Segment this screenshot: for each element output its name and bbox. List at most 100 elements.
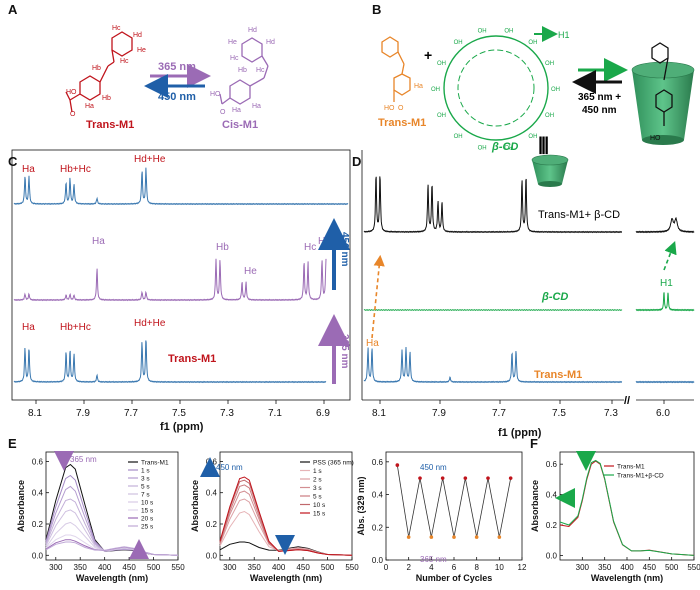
data-point — [463, 476, 468, 480]
panel-label-f: F — [530, 436, 538, 451]
cis-m1-label: Cis-M1 — [222, 119, 258, 131]
atom-label: Hd — [266, 39, 275, 46]
acid-label-b: HO — [384, 105, 395, 112]
series-line — [559, 459, 695, 556]
y-axis-label: Absorbance — [190, 480, 200, 532]
atom-label: Hb — [102, 95, 111, 102]
x-tick-label: 550 — [687, 563, 700, 572]
y-tick-label: 0.2 — [546, 521, 558, 530]
ha-label-d: Ha — [366, 338, 379, 349]
beta-cd-label: β-CD — [491, 141, 518, 153]
trans-m1-b-structure — [381, 36, 411, 102]
x-tick-label: 8 — [474, 563, 479, 572]
legend-entry: 1 s — [313, 468, 322, 475]
hydroxyl-label: OH — [454, 134, 463, 140]
hydroxyl-label: OH — [528, 40, 537, 46]
x-tick-label: 400 — [98, 563, 112, 572]
arrow-450-label: 450 nm — [339, 232, 350, 267]
peak-label: Hc — [304, 242, 316, 253]
series-line — [45, 474, 179, 556]
panel-d: D // Trans-M1+ β-CD β-CD Trans-M1 Ha H1 … — [352, 150, 695, 439]
hydroxyl-label: OH — [551, 87, 560, 93]
data-point — [497, 535, 502, 539]
legend-entry: 2 s — [313, 477, 322, 484]
peak-label: Ha — [22, 322, 35, 333]
x-tick-label: 6 — [452, 563, 457, 572]
data-point — [474, 535, 479, 539]
legend-entry: Trans-M1 — [141, 460, 169, 467]
x-tick-label: 4 — [429, 563, 434, 572]
peak-label: Ha — [92, 236, 105, 247]
y-tick-label: 0.0 — [546, 551, 558, 560]
y-tick-label: 0.2 — [372, 523, 384, 532]
legend-entry: 15 s — [141, 508, 154, 515]
y-tick-label: 0.6 — [546, 460, 558, 469]
peak-label: Hb+Hc — [60, 164, 91, 175]
trans-m1-b-label: Trans-M1 — [378, 117, 426, 129]
legend-entry: 15 s — [313, 511, 326, 518]
legend-entry: Trans-M1 — [617, 464, 645, 471]
e1-annotation: 365 nm — [70, 455, 97, 464]
legend-entry: 1 s — [141, 468, 150, 475]
trans-m1-c-label: Trans-M1 — [168, 353, 216, 365]
legend-entry: Trans-M1+β-CD — [617, 473, 664, 480]
peak-label: He — [244, 266, 257, 277]
x-axis-label: Number of Cycles — [416, 573, 493, 583]
atom-label: He — [228, 39, 237, 46]
peak-label: Hd — [318, 236, 331, 247]
panel-c: C Ha Hb+Hc Hd+He Ha Hb He Hc Hd Ha Hb+Hc… — [8, 149, 351, 433]
chart-f: 300 350 400 450 500 550 0.0 0.2 0.4 0.6 Wavelength… — [530, 451, 700, 583]
arrow-365-label: 365 nm — [339, 334, 350, 369]
x-tick-label: 0 — [384, 563, 389, 572]
y-tick-label: 0.6 — [372, 458, 384, 467]
legend-entry: 10 s — [141, 500, 154, 507]
hydroxyl-label: OH — [437, 61, 446, 67]
panel-d-xlabel: f1 (ppm) — [498, 427, 542, 439]
series-line — [45, 534, 179, 556]
panel-b: B Ha HO O Trans-M1 + OHOHOHOHOHOHOHOHOHO… — [372, 2, 695, 187]
peak-label: Ha — [22, 164, 35, 175]
x-tick-label: 350 — [598, 563, 612, 572]
data-point — [418, 476, 422, 480]
y-tick-label: 0.4 — [546, 491, 558, 500]
legend-entry: 20 s — [141, 516, 154, 523]
beta-cd-ring — [443, 35, 549, 141]
x-tick-label: 550 — [345, 563, 359, 572]
data-point — [452, 535, 456, 539]
h1-label-d: H1 — [660, 278, 673, 289]
peak-label: Hb — [216, 242, 229, 253]
series-line — [219, 476, 353, 556]
hydroxyl-groups: OH OH OH OH OH OH OH OH OH OH OH OH OH OH — [431, 29, 560, 152]
tick-label: 7.1 — [268, 408, 282, 419]
legend-entry: PSS (365 nm) — [313, 460, 354, 467]
atom-label: Ha — [85, 103, 94, 110]
data-point — [429, 535, 434, 539]
tick-label: 6.0 — [656, 408, 670, 419]
atom-label: Hc — [112, 25, 121, 32]
x-axis-label: Wavelength (nm) — [591, 573, 663, 583]
x-tick-label: 300 — [49, 563, 63, 572]
x-axis-label: Wavelength (nm) — [250, 573, 322, 583]
x-tick-label: 350 — [74, 563, 88, 572]
plot-frame — [385, 451, 523, 561]
series-line — [45, 541, 179, 556]
atom-label: Hd — [248, 27, 257, 34]
x-tick-label: 500 — [321, 563, 335, 572]
x-tick-label: 400 — [272, 563, 286, 572]
panel-label-b: B — [372, 2, 381, 17]
panel-c-xlabel: f1 (ppm) — [160, 421, 204, 433]
panel-c-ticks: 8.1 7.9 7.7 7.5 7.3 7.1 6.9 — [28, 400, 330, 419]
hydroxyl-label: OH — [545, 113, 554, 119]
panel-d-ticks: 8.1 7.9 7.7 7.5 7.3 6.0 — [372, 400, 670, 419]
x-tick-label: 500 — [665, 563, 679, 572]
light-label-1: 365 nm + — [578, 92, 621, 103]
atom-label: He — [137, 47, 146, 54]
y-tick-label: 0.4 — [206, 489, 218, 498]
atom-label: HO — [66, 89, 77, 96]
tick-label: 7.7 — [124, 408, 138, 419]
spectrum-trans-d — [363, 346, 623, 384]
trans-m1-label: Trans-M1 — [86, 119, 134, 131]
tick-label: 7.3 — [220, 408, 234, 419]
uv-label: 365 nm — [158, 61, 196, 73]
inclusion-complex-cone-icon — [631, 42, 695, 145]
